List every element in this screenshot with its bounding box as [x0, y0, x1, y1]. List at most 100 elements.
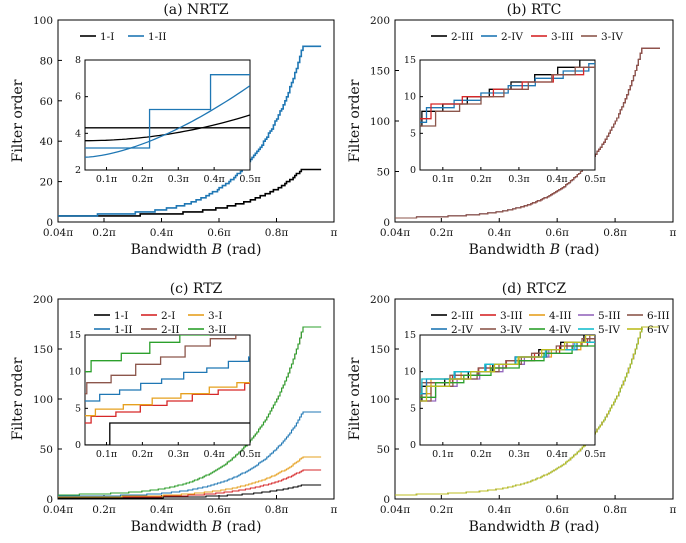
inset-frame: [84, 59, 251, 171]
inset-x-tick-label: 0.2π: [470, 449, 491, 460]
inset-y-tick-label: 5: [75, 403, 81, 414]
panel-title: (a) NRTZ: [163, 2, 229, 18]
x-tick-label: 0.8π: [603, 227, 627, 239]
inset-series-group: [420, 335, 595, 402]
inset-series-group: [85, 74, 250, 158]
legend-label: 4-III: [549, 310, 572, 322]
inset-y-tick-label: 5: [410, 403, 416, 414]
inset-line-2-I: [85, 382, 250, 424]
series-line-3-IV: [395, 47, 660, 219]
y-tick-label: 50: [40, 444, 53, 456]
inset-y-tick-label: 8: [75, 55, 81, 66]
inset-y-tick-label: 2: [75, 165, 81, 176]
legend-label: 1-I: [100, 31, 114, 43]
legend-label: 2-I: [161, 310, 175, 322]
y-tick-label: 0: [46, 217, 53, 229]
x-tick-label: π: [331, 227, 338, 239]
legend-label: 6-IV: [647, 324, 669, 336]
inset-x-tick-label: 0.4π: [546, 174, 567, 185]
legend-label: 3-IV: [500, 324, 522, 336]
series-line-1-II: [58, 411, 322, 497]
inset-y-tick-label: 15: [404, 330, 416, 341]
inset-series-group: [420, 60, 595, 127]
plot-frame: [57, 19, 335, 223]
x-tick-label: 0.2π: [430, 227, 454, 239]
inset-x-tick-label: 0.2π: [470, 174, 491, 185]
inset: 0.1π 0.2π 0.3π 0.4π 0.5π 2 4 6 8: [75, 55, 261, 185]
inset-x-tick-label: 0.1π: [96, 174, 117, 185]
legend-label: 1-II: [114, 324, 133, 336]
inset-x-tick-label: 0.1π: [432, 174, 453, 185]
inset-line-2-II: [85, 335, 237, 395]
y-tick-label: 50: [377, 444, 390, 456]
x-tick-label: 0.6π: [545, 227, 569, 239]
y-tick-label: 200: [33, 294, 53, 306]
inset-x-tick-label: 0.4π: [203, 174, 224, 185]
panel-title: (c) RTZ: [170, 281, 223, 297]
y-axis-label: Filter order: [347, 357, 363, 440]
x-tick-label: 0.04π: [43, 227, 73, 239]
inset-frame: [84, 334, 251, 446]
inset-y-tick-label: 5: [410, 128, 416, 139]
x-axis-label: Bandwidth B (rad): [469, 519, 600, 535]
y-tick-label: 80: [40, 55, 53, 67]
x-tick-label: 0.04π: [43, 504, 73, 516]
x-tick-label: 0.6π: [207, 504, 231, 516]
x-tick-label: 0.04π: [380, 504, 410, 516]
panel-title: (b) RTC: [507, 2, 562, 18]
inset-line-3-IV: [420, 66, 595, 127]
inset-y-tick-label: 4: [75, 128, 81, 139]
inset-y-tick-label: 15: [69, 330, 81, 341]
inset-x-tick-label: 0.4π: [546, 449, 567, 460]
y-tick-label: 20: [40, 177, 53, 189]
series-line-3-II: [58, 326, 322, 496]
y-axis-label: Filter order: [10, 357, 26, 440]
x-tick-label: 0.6π: [545, 504, 569, 516]
inset-y-tick-label: 10: [404, 92, 416, 103]
x-tick-label: 0.8π: [265, 227, 289, 239]
inset-x-tick-label: 0.2π: [132, 174, 153, 185]
inset-y-tick-label: 10: [69, 367, 81, 378]
legend-label: 5-III: [598, 310, 621, 322]
inset-line-1-II: [85, 74, 250, 149]
inset-series-group: [85, 335, 250, 445]
y-tick-label: 150: [370, 66, 390, 78]
inset-line-4-IV: [420, 345, 595, 398]
legend-label: 1-II: [148, 31, 167, 43]
inset-frame: [419, 334, 596, 446]
series-line-3-I: [58, 456, 322, 498]
series-group: [58, 326, 322, 499]
inset-x-tick-label: 0.5π: [239, 449, 260, 460]
legend-label: 4-IV: [549, 324, 571, 336]
inset-x-tick-label: 0.5π: [239, 174, 260, 185]
y-tick-label: 200: [370, 15, 390, 27]
inset-y-tick-label: 0: [410, 440, 416, 451]
y-tick-label: 150: [33, 344, 53, 356]
y-tick-label: 100: [370, 394, 390, 406]
x-axis-label: Bandwidth B (rad): [131, 242, 262, 258]
y-tick-label: 0: [383, 217, 390, 229]
inset-y-tick-label: 0: [75, 440, 81, 451]
x-tick-label: 0.2π: [430, 504, 454, 516]
y-tick-label: 40: [40, 136, 53, 148]
x-tick-label: π: [670, 227, 677, 239]
inset-line-1-I: [85, 422, 250, 445]
inset-x-tick-label: 0.2π: [132, 449, 153, 460]
inset-y-tick-label: 15: [404, 55, 416, 66]
inset-x-tick-label: 0.5π: [584, 174, 605, 185]
inset: 0.1π 0.2π 0.3π 0.4π 0.5π 0 5 10 15: [404, 330, 606, 460]
y-tick-label: 0: [383, 494, 390, 506]
legend-label: 2-III: [451, 310, 474, 322]
legend-label: 1-I: [114, 310, 128, 322]
inset-x-tick-label: 0.1π: [96, 449, 117, 460]
inset: 0.1π 0.2π 0.3π 0.4π 0.5π 0 5 10 15: [404, 55, 606, 185]
inset-x-tick-label: 0.4π: [203, 449, 224, 460]
y-tick-label: 200: [370, 294, 390, 306]
y-tick-label: 0: [46, 494, 53, 506]
inset-x-tick-label: 0.3π: [508, 174, 529, 185]
y-tick-label: 50: [377, 167, 390, 179]
series-line-6-IV: [395, 326, 660, 496]
inset-x-tick-label: 0.5π: [584, 449, 605, 460]
inset-x-tick-label: 0.1π: [432, 449, 453, 460]
